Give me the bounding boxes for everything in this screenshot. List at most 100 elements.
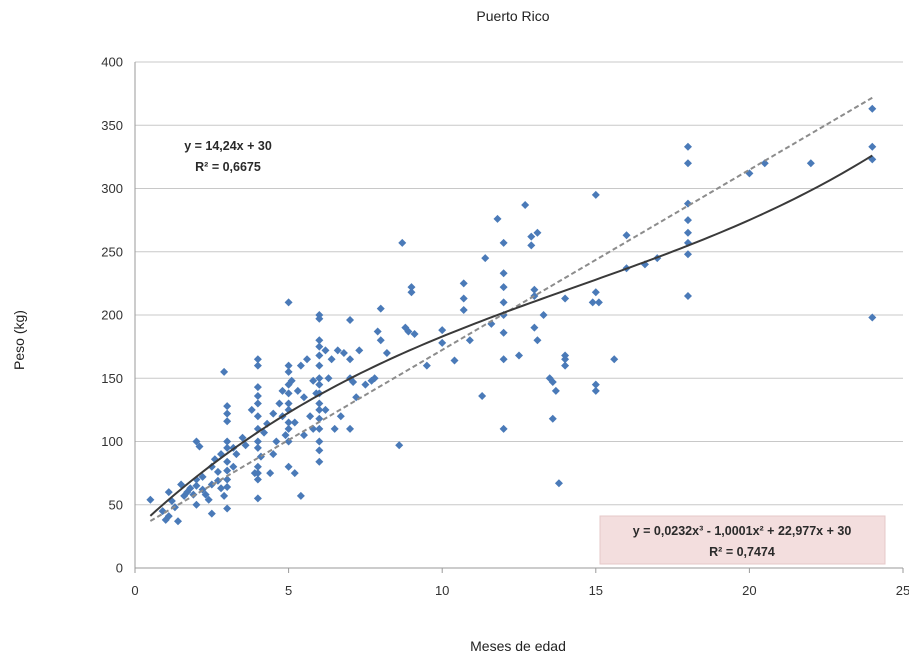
x-tick-label: 15 [589, 583, 603, 598]
data-point [438, 326, 447, 335]
data-point [253, 355, 262, 364]
y-tick-label: 300 [101, 181, 123, 196]
data-point [315, 314, 324, 323]
data-point [499, 283, 508, 292]
data-point [481, 254, 490, 263]
data-point [293, 386, 302, 395]
x-axis-title: Meses de edad [470, 638, 566, 654]
data-point [192, 437, 201, 446]
data-point [410, 329, 419, 338]
data-point [521, 200, 530, 209]
data-point [398, 238, 407, 247]
data-points [146, 104, 877, 526]
data-point [395, 441, 404, 450]
data-point [275, 399, 284, 408]
polynomial-r2: R² = 0,7474 [709, 545, 775, 559]
data-point [591, 288, 600, 297]
y-tick-label: 50 [109, 497, 123, 512]
data-point [253, 475, 262, 484]
data-point [868, 142, 877, 151]
data-point [309, 376, 318, 385]
data-point [195, 442, 204, 451]
data-point [438, 338, 447, 347]
y-tick-label: 100 [101, 434, 123, 449]
data-point [499, 328, 508, 337]
linear-r2: R² = 0,6675 [195, 160, 261, 174]
linear-equation-label: y = 14,24x + 30 R² = 0,6675 [184, 139, 272, 174]
data-point [315, 342, 324, 351]
data-point [683, 159, 692, 168]
data-point [527, 232, 536, 241]
data-point [220, 491, 229, 500]
data-point [223, 475, 232, 484]
x-tick-label: 0 [131, 583, 138, 598]
x-tick-labels: 0 5 10 15 20 25 [131, 568, 909, 598]
y-axis-title: Peso (kg) [11, 310, 27, 370]
data-point [174, 517, 183, 526]
data-point [407, 283, 416, 292]
data-point [223, 466, 232, 475]
data-point [336, 412, 345, 421]
data-point [223, 417, 232, 426]
data-point [530, 285, 539, 294]
data-point [376, 304, 385, 313]
data-point [554, 479, 563, 488]
y-tick-label: 200 [101, 308, 123, 323]
data-point [376, 336, 385, 345]
data-point [548, 378, 557, 387]
data-point [315, 446, 324, 455]
data-point [499, 269, 508, 278]
data-point [207, 462, 216, 471]
data-point [683, 142, 692, 151]
data-point [217, 484, 226, 493]
data-point [561, 355, 570, 364]
data-point [253, 437, 262, 446]
data-point [253, 443, 262, 452]
data-point [241, 441, 250, 450]
data-point [315, 405, 324, 414]
data-point [287, 376, 296, 385]
data-point [284, 367, 293, 376]
chart-title: Puerto Rico [476, 8, 549, 24]
data-point [499, 424, 508, 433]
data-point [223, 437, 232, 446]
data-point [493, 214, 502, 223]
data-point [266, 469, 275, 478]
data-point [339, 348, 348, 357]
linear-equation: y = 14,24x + 30 [184, 139, 272, 153]
data-point [229, 462, 238, 471]
data-point [223, 409, 232, 418]
data-point [355, 346, 364, 355]
x-tick-label: 20 [742, 583, 756, 598]
data-point [591, 380, 600, 389]
y-tick-label: 150 [101, 371, 123, 386]
data-point [683, 292, 692, 301]
data-point [223, 443, 232, 452]
data-point [315, 351, 324, 360]
data-point [349, 378, 358, 387]
y-tick-label: 400 [101, 55, 123, 70]
data-point [533, 228, 542, 237]
data-point [622, 231, 631, 240]
data-point [333, 346, 342, 355]
data-point [760, 159, 769, 168]
data-point [533, 336, 542, 345]
data-point [201, 490, 210, 499]
data-point [868, 104, 877, 113]
polynomial-equation: y = 0,0232x³ - 1,0001x² + 22,977x + 30 [633, 524, 852, 538]
data-point [548, 414, 557, 423]
data-point [539, 311, 548, 319]
x-tick-label: 25 [896, 583, 909, 598]
data-point [683, 250, 692, 259]
data-point [269, 409, 278, 418]
data-point [346, 316, 355, 325]
data-point [499, 298, 508, 307]
data-point [591, 190, 600, 199]
data-point [315, 374, 324, 383]
data-point [315, 336, 324, 345]
data-point [478, 391, 487, 400]
data-point [284, 462, 293, 471]
data-point [204, 495, 213, 504]
data-point [324, 374, 333, 383]
data-point [284, 424, 293, 433]
